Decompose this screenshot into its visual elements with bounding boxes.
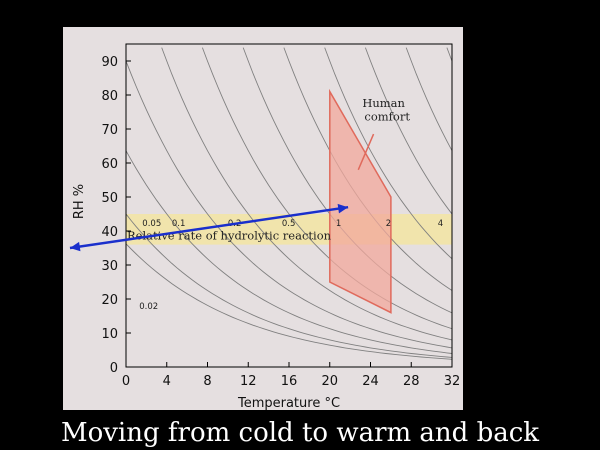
rh-band <box>126 214 452 245</box>
x-tick-label: 12 <box>240 374 257 389</box>
isoline-value-label: 0.02 <box>139 302 158 312</box>
isoline-value-label: 4 <box>438 219 443 229</box>
isoline-curve <box>126 213 452 358</box>
y-tick-label: 70 <box>101 123 118 138</box>
warming-arrow-line <box>69 205 349 250</box>
y-tick-label: 30 <box>101 259 118 274</box>
y-tick-label: 20 <box>101 293 118 308</box>
x-tick-label: 16 <box>281 374 298 389</box>
isoline-curve <box>324 47 452 260</box>
x-tick-label: 24 <box>362 374 379 389</box>
y-tick-label: 40 <box>101 225 118 240</box>
isoline-value-label: 0.05 <box>142 219 161 229</box>
isoline-curve <box>126 243 452 360</box>
isoline-curve <box>126 149 452 354</box>
x-tick-label: 8 <box>203 374 211 389</box>
arrowhead-left <box>69 241 81 252</box>
y-axis-label: RH % <box>72 184 87 219</box>
y-tick-label: 80 <box>101 89 118 104</box>
isoline-curve <box>405 47 452 152</box>
isoline-curve <box>364 47 452 215</box>
x-tick-label: 28 <box>403 374 420 389</box>
y-tick-label: 50 <box>101 191 118 206</box>
isoline-curve <box>126 59 452 349</box>
comfort-label-line2: comfort <box>364 110 410 124</box>
comfort-label-line1: Human <box>362 96 405 110</box>
x-tick-label: 0 <box>122 374 130 389</box>
y-tick-label: 60 <box>101 157 118 172</box>
plot-frame <box>125 43 453 368</box>
comfort-zone-polygon <box>329 88 392 314</box>
isoline-value-label: 1 <box>336 219 341 229</box>
x-tick-label: 4 <box>163 374 171 389</box>
x-tick-label: 32 <box>444 374 461 389</box>
comfort-callout-line <box>357 133 375 171</box>
x-axis-label: Temperature °C <box>237 396 340 411</box>
slide-caption: Moving from cold to warm and back <box>60 418 540 448</box>
isoline-value-label: 0.1 <box>172 219 186 229</box>
y-tick-label: 10 <box>101 327 118 342</box>
isoline-curve <box>446 47 452 63</box>
isoline-value-label: 2 <box>386 219 391 229</box>
arrowhead-right <box>337 203 349 214</box>
x-tick-label: 20 <box>321 374 338 389</box>
isoline-curve <box>161 47 452 341</box>
isoline-value-label: 0.5 <box>282 219 296 229</box>
y-tick-label: 0 <box>110 361 118 376</box>
y-tick-label: 90 <box>101 55 118 70</box>
